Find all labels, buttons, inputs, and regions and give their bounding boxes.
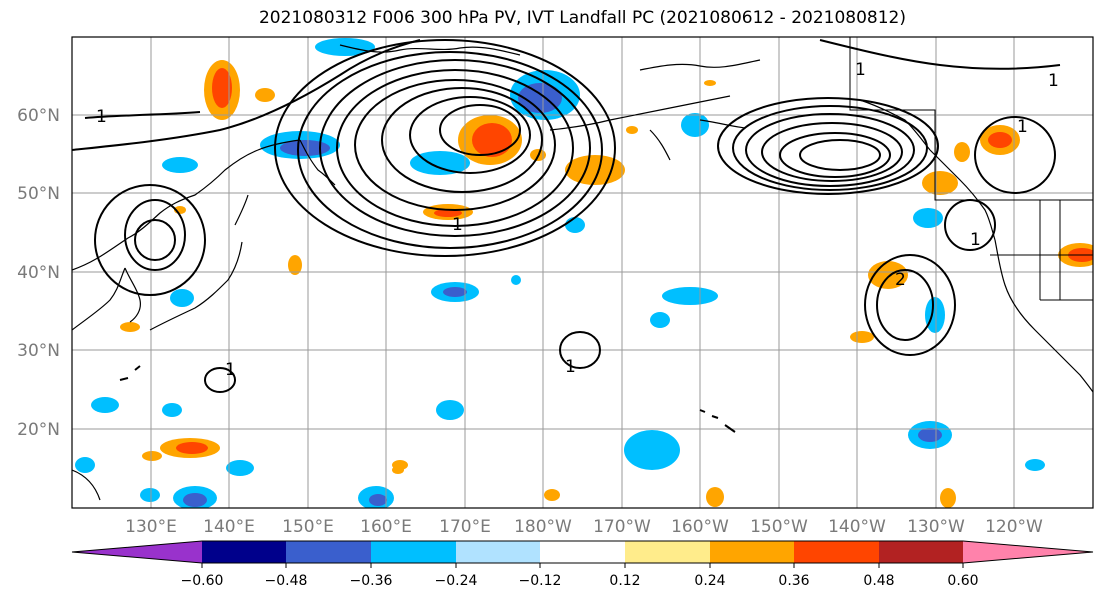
map-frame bbox=[71, 36, 1094, 509]
lon-label: 140°E bbox=[203, 517, 255, 537]
colorbar-tick-label: 0.48 bbox=[863, 573, 894, 589]
contour-label: 1 bbox=[565, 357, 576, 377]
contour-label: 1 bbox=[1017, 117, 1028, 137]
colorbar-tick-label: 0.24 bbox=[694, 573, 725, 589]
colorbar-tick-label: 0.36 bbox=[778, 573, 809, 589]
colorbar-tick-label: −0.12 bbox=[519, 573, 562, 589]
contour-label: 1 bbox=[452, 215, 463, 235]
colorbar-segment bbox=[72, 541, 202, 563]
lon-label: 150°E bbox=[282, 517, 334, 537]
lon-label: 120°W bbox=[985, 517, 1043, 537]
colorbar-segment bbox=[963, 541, 1093, 563]
lat-label: 40°N bbox=[17, 263, 60, 283]
contour-label: 1 bbox=[855, 60, 866, 80]
colorbar-tick-label: −0.36 bbox=[350, 573, 393, 589]
lon-label: 170°W bbox=[593, 517, 651, 537]
lon-label: 180°W bbox=[514, 517, 572, 537]
lat-label: 30°N bbox=[17, 341, 60, 361]
contour-label: 1 bbox=[96, 107, 107, 127]
lon-label: 130°E bbox=[125, 517, 177, 537]
colorbar-tick-label: −0.24 bbox=[435, 573, 478, 589]
colorbar-tick-label: 0.60 bbox=[947, 573, 978, 589]
lon-label: 130°W bbox=[907, 517, 965, 537]
colorbar: −0.60 −0.48 −0.36 −0.24 −0.12 0.12 0.24 … bbox=[71, 540, 1094, 589]
lon-label: 160°W bbox=[671, 517, 729, 537]
contour-label: 1 bbox=[1048, 71, 1059, 91]
pv-shading bbox=[75, 38, 1093, 508]
contour-label: 2 bbox=[895, 270, 906, 290]
lon-label: 140°W bbox=[828, 517, 886, 537]
graticule bbox=[72, 37, 1093, 508]
contour-label: 1 bbox=[970, 230, 981, 250]
lat-label: 60°N bbox=[17, 106, 60, 126]
pv-contours bbox=[72, 39, 1061, 393]
colorbar-segment bbox=[202, 541, 286, 563]
lat-label: 50°N bbox=[17, 184, 60, 204]
longitude-labels: 130°E 140°E 150°E 160°E 170°E 180°W 170°… bbox=[125, 517, 1043, 537]
colorbar-segment bbox=[371, 541, 456, 563]
colorbar-tick-label: −0.60 bbox=[181, 573, 224, 589]
colorbar-segment bbox=[540, 541, 625, 563]
latitude-labels: 60°N 50°N 40°N 30°N 20°N bbox=[17, 106, 60, 440]
lon-label: 170°E bbox=[439, 517, 491, 537]
lat-label: 20°N bbox=[17, 420, 60, 440]
lon-label: 150°W bbox=[750, 517, 808, 537]
lon-label: 160°E bbox=[360, 517, 412, 537]
colorbar-segment bbox=[879, 541, 963, 563]
boundaries bbox=[849, 37, 1093, 301]
colorbar-tick-label: 0.12 bbox=[609, 573, 640, 589]
contour-label: 1 bbox=[225, 360, 236, 380]
colorbar-tick-label: −0.48 bbox=[265, 573, 308, 589]
colorbar-segment bbox=[286, 541, 371, 563]
colorbar-segment bbox=[710, 541, 794, 563]
colorbar-segment bbox=[456, 541, 540, 563]
map-title: 2021080312 F006 300 hPa PV, IVT Landfall… bbox=[258, 8, 906, 28]
colorbar-segment bbox=[625, 541, 710, 563]
colorbar-segment bbox=[794, 541, 879, 563]
